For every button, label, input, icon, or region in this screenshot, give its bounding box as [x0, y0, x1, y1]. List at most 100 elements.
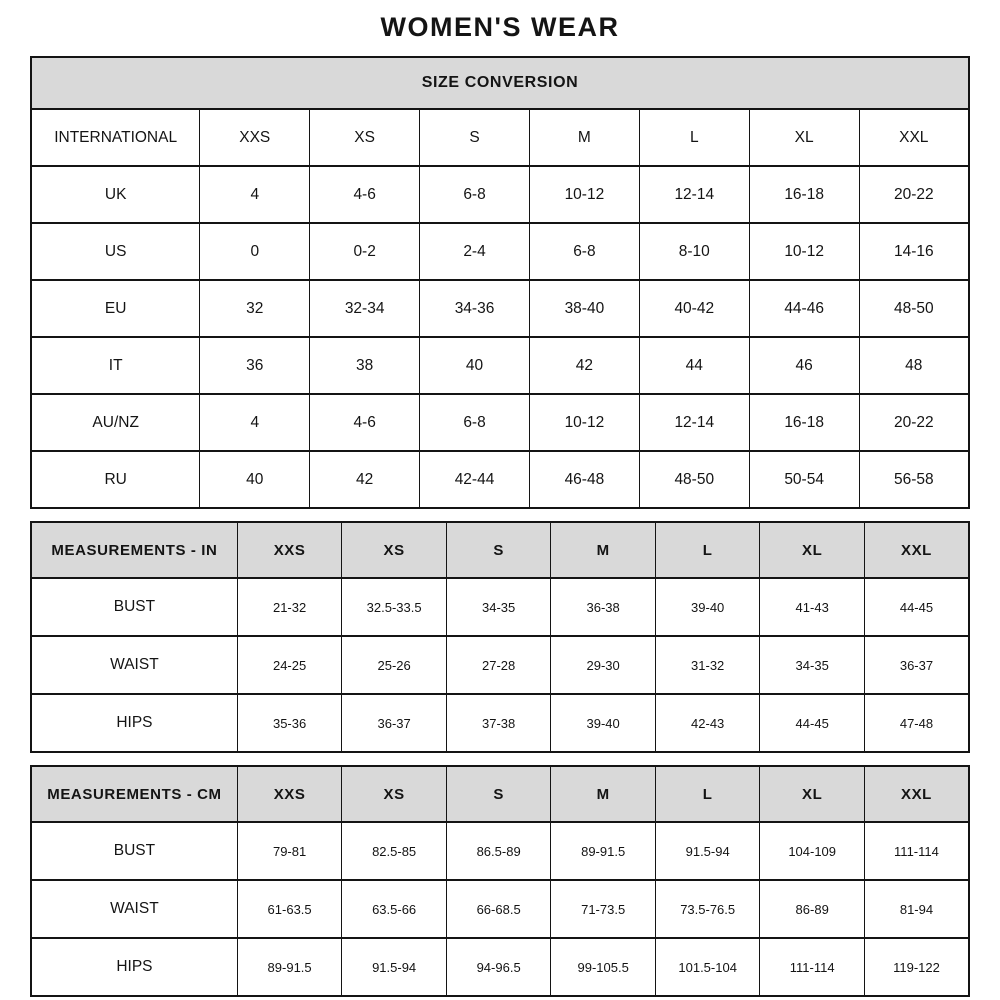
cell-hips-cm-xs: 91.5-94 [341, 937, 447, 997]
column-header-l: L [654, 765, 761, 823]
table-row-bust-cm: BUST 79-81 82.5-85 86.5-89 89-91.5 91.5-… [30, 821, 970, 881]
cell-bust-in-m: 36-38 [550, 577, 656, 637]
row-label-aunz: AU/NZ [30, 393, 201, 452]
row-label-ru: RU [30, 450, 201, 509]
table-row-waist-cm: WAIST 61-63.5 63.5-66 66-68.5 71-73.5 73… [30, 879, 970, 939]
column-header-s: S [445, 521, 552, 579]
cell-bust-cm-s: 86.5-89 [445, 821, 552, 881]
cell-it-xxs: 36 [199, 336, 311, 395]
row-label-hips: HIPS [30, 693, 238, 753]
cell-ru-l: 48-50 [638, 450, 750, 509]
cell-bust-in-l: 39-40 [654, 577, 761, 637]
measurements-cm-table: MEASUREMENTS - CM XXS XS S M L XL XXL BU… [30, 765, 970, 997]
cell-aunz-s: 6-8 [419, 393, 530, 452]
column-header-s: S [445, 765, 552, 823]
cell-hips-cm-m: 99-105.5 [550, 937, 656, 997]
cell-uk-m: 10-12 [528, 165, 640, 224]
row-label-waist: WAIST [30, 635, 238, 695]
column-header-xxs: XXS [199, 108, 311, 167]
column-header-xl: XL [759, 521, 865, 579]
cell-bust-in-xs: 32.5-33.5 [341, 577, 447, 637]
cell-bust-in-s: 34-35 [445, 577, 552, 637]
column-header-xl: XL [759, 765, 865, 823]
cell-us-xxl: 14-16 [858, 222, 970, 281]
cell-hips-cm-xxs: 89-91.5 [236, 937, 343, 997]
row-label-eu: EU [30, 279, 201, 338]
page-title: WOMEN'S WEAR [380, 12, 620, 42]
cell-it-l: 44 [638, 336, 750, 395]
row-label-bust: BUST [30, 821, 238, 881]
cell-waist-in-s: 27-28 [445, 635, 552, 695]
cell-bust-in-xxl: 44-45 [863, 577, 970, 637]
column-header-xs: XS [309, 108, 421, 167]
cell-ru-xs: 42 [309, 450, 421, 509]
cell-bust-cm-xxl: 111-114 [863, 821, 970, 881]
table-row-aunz: AU/NZ 4 4-6 6-8 10-12 12-14 16-18 20-22 [30, 393, 970, 452]
cell-it-s: 40 [419, 336, 530, 395]
cell-waist-in-xl: 34-35 [759, 635, 865, 695]
cell-bust-cm-m: 89-91.5 [550, 821, 656, 881]
cell-uk-l: 12-14 [638, 165, 750, 224]
cell-us-s: 2-4 [419, 222, 530, 281]
cell-waist-cm-xxs: 61-63.5 [236, 879, 343, 939]
column-header-xl: XL [748, 108, 860, 167]
row-label-hips: HIPS [30, 937, 238, 997]
cell-bust-cm-xs: 82.5-85 [341, 821, 447, 881]
column-header-xxs: XXS [236, 765, 343, 823]
column-header-s: S [419, 108, 530, 167]
cell-hips-cm-xl: 111-114 [759, 937, 865, 997]
cell-uk-s: 6-8 [419, 165, 530, 224]
cell-uk-xs: 4-6 [309, 165, 421, 224]
row-label-us: US [30, 222, 201, 281]
column-header-l: L [654, 521, 761, 579]
cell-waist-cm-l: 73.5-76.5 [654, 879, 761, 939]
cell-ru-xl: 50-54 [748, 450, 860, 509]
column-header-xxl: XXL [863, 521, 970, 579]
cell-aunz-l: 12-14 [638, 393, 750, 452]
column-header-xxs: XXS [236, 521, 343, 579]
cell-bust-cm-xxs: 79-81 [236, 821, 343, 881]
cell-ru-s: 42-44 [419, 450, 530, 509]
cell-aunz-m: 10-12 [528, 393, 640, 452]
cell-hips-in-xxl: 47-48 [863, 693, 970, 753]
cell-eu-l: 40-42 [638, 279, 750, 338]
row-label-it: IT [30, 336, 201, 395]
cell-ru-m: 46-48 [528, 450, 640, 509]
cell-hips-cm-xxl: 119-122 [863, 937, 970, 997]
cell-hips-in-xl: 44-45 [759, 693, 865, 753]
column-header-row: INTERNATIONAL XXS XS S M L XL XXL [30, 108, 970, 167]
row-label-waist: WAIST [30, 879, 238, 939]
column-header-international: INTERNATIONAL [30, 108, 201, 167]
cell-hips-cm-l: 101.5-104 [654, 937, 761, 997]
cell-hips-in-m: 39-40 [550, 693, 656, 753]
cell-eu-xxl: 48-50 [858, 279, 970, 338]
column-header-xs: XS [341, 765, 447, 823]
cell-aunz-xxl: 20-22 [858, 393, 970, 452]
cell-it-xxl: 48 [858, 336, 970, 395]
cell-waist-in-l: 31-32 [654, 635, 761, 695]
cell-bust-in-xl: 41-43 [759, 577, 865, 637]
column-header-m: M [550, 765, 656, 823]
table-row-bust-in: BUST 21-32 32.5-33.5 34-35 36-38 39-40 4… [30, 577, 970, 637]
cell-us-xl: 10-12 [748, 222, 860, 281]
cell-waist-cm-xs: 63.5-66 [341, 879, 447, 939]
size-conversion-title: SIZE CONVERSION [30, 56, 970, 110]
cell-us-m: 6-8 [528, 222, 640, 281]
cell-hips-cm-s: 94-96.5 [445, 937, 552, 997]
table-row-it: IT 36 38 40 42 44 46 48 [30, 336, 970, 395]
cell-aunz-xxs: 4 [199, 393, 311, 452]
cell-us-xs: 0-2 [309, 222, 421, 281]
table-row-hips-in: HIPS 35-36 36-37 37-38 39-40 42-43 44-45… [30, 693, 970, 753]
cell-hips-in-xs: 36-37 [341, 693, 447, 753]
column-header-m: M [550, 521, 656, 579]
column-header-l: L [638, 108, 750, 167]
column-header-row: MEASUREMENTS - CM XXS XS S M L XL XXL [30, 765, 970, 823]
cell-hips-in-s: 37-38 [445, 693, 552, 753]
cell-it-xl: 46 [748, 336, 860, 395]
cell-bust-in-xxs: 21-32 [236, 577, 343, 637]
cell-eu-m: 38-40 [528, 279, 640, 338]
cell-uk-xl: 16-18 [748, 165, 860, 224]
table-row-us: US 0 0-2 2-4 6-8 8-10 10-12 14-16 [30, 222, 970, 281]
cell-waist-in-xxs: 24-25 [236, 635, 343, 695]
column-header-row: MEASUREMENTS - IN XXS XS S M L XL XXL [30, 521, 970, 579]
